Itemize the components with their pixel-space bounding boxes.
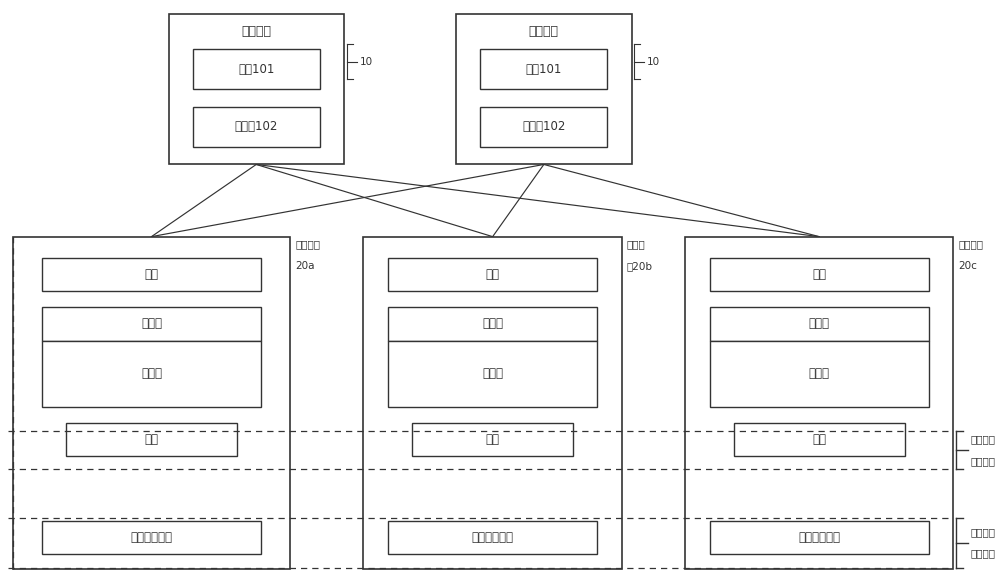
Text: 20c: 20c — [958, 261, 977, 272]
Text: 10: 10 — [360, 57, 373, 66]
Text: 点20b: 点20b — [627, 261, 653, 272]
Text: 第二存储: 第二存储 — [971, 527, 996, 537]
Text: 存储器: 存储器 — [482, 367, 503, 380]
Bar — [193, 107, 320, 147]
Text: 存储器: 存储器 — [141, 367, 162, 380]
Bar — [363, 237, 622, 568]
Text: 计算节点: 计算节点 — [241, 24, 271, 38]
Bar — [480, 107, 607, 147]
Text: 介质集合: 介质集合 — [971, 456, 996, 466]
Text: 客户端102: 客户端102 — [522, 121, 566, 134]
Text: 应用101: 应用101 — [526, 63, 562, 76]
Bar — [734, 423, 905, 456]
Text: 存储节: 存储节 — [627, 240, 645, 250]
Bar — [412, 423, 573, 456]
Bar — [710, 258, 929, 292]
Text: 存储节点: 存储节点 — [295, 240, 320, 250]
Text: 网卡: 网卡 — [144, 268, 158, 281]
Text: 持久化存储器: 持久化存储器 — [798, 531, 840, 544]
Bar — [480, 49, 607, 89]
Bar — [710, 307, 929, 340]
Text: 网卡: 网卡 — [486, 268, 500, 281]
Text: 内存: 内存 — [144, 433, 158, 446]
Bar — [710, 521, 929, 554]
Text: 应用101: 应用101 — [238, 63, 274, 76]
Text: 内存: 内存 — [812, 433, 826, 446]
Bar — [456, 15, 632, 164]
Bar — [388, 521, 597, 554]
Text: 持久化存储器: 持久化存储器 — [130, 531, 172, 544]
Bar — [169, 15, 344, 164]
Text: 20a: 20a — [295, 261, 315, 272]
Text: 内存: 内存 — [486, 433, 500, 446]
Bar — [193, 49, 320, 89]
Text: 处理器: 处理器 — [141, 317, 162, 331]
Text: 存储器: 存储器 — [809, 367, 830, 380]
Bar — [13, 237, 290, 568]
Text: 介质集合: 介质集合 — [971, 549, 996, 559]
Text: 第一存储: 第一存储 — [971, 434, 996, 444]
Bar — [388, 258, 597, 292]
Bar — [388, 340, 597, 407]
Bar — [66, 423, 237, 456]
Bar — [42, 521, 261, 554]
Bar — [685, 237, 953, 568]
Text: 客户端102: 客户端102 — [235, 121, 278, 134]
Bar — [42, 258, 261, 292]
Bar — [42, 340, 261, 407]
Text: 处理器: 处理器 — [482, 317, 503, 331]
Bar — [388, 307, 597, 340]
Text: 存储节点: 存储节点 — [958, 240, 983, 250]
Bar — [710, 340, 929, 407]
Text: 持久化存储器: 持久化存储器 — [472, 531, 514, 544]
Text: 10: 10 — [647, 57, 660, 66]
Text: 处理器: 处理器 — [809, 317, 830, 331]
Bar — [42, 307, 261, 340]
Text: 计算节点: 计算节点 — [529, 24, 559, 38]
Text: 网卡: 网卡 — [812, 268, 826, 281]
